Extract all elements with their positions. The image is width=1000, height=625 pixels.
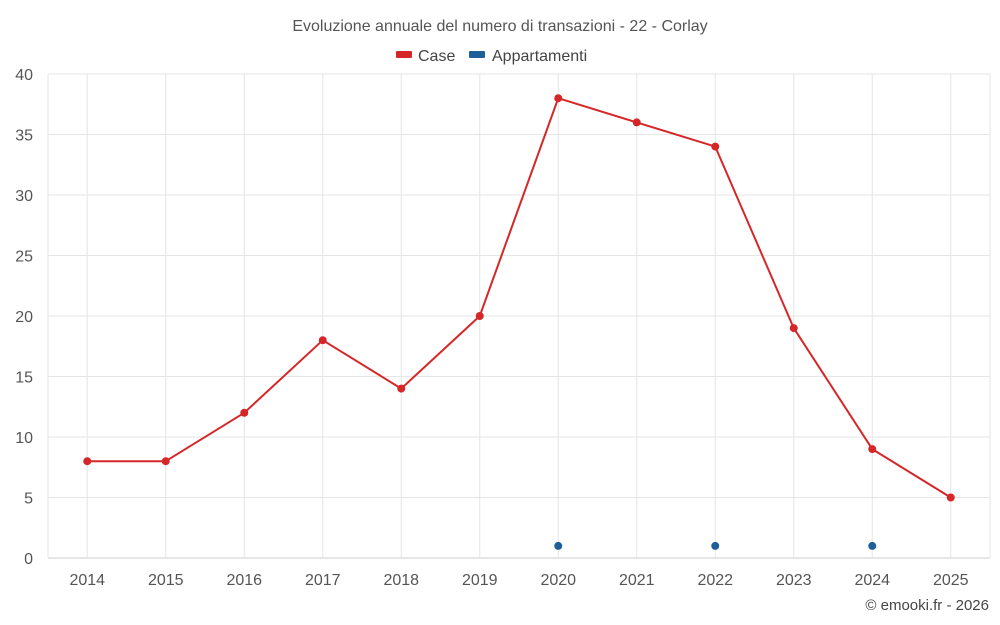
- x-tick-label-2025: 2025: [933, 572, 969, 589]
- legend: Case Appartamenti: [396, 48, 587, 65]
- point-case-2025[interactable]: [946, 493, 955, 502]
- y-tick-label-40: 40: [15, 67, 33, 84]
- legend-swatch-appartamenti: [469, 51, 485, 58]
- y-tick-label-0: 0: [24, 551, 33, 568]
- point-case-2022[interactable]: [711, 142, 720, 151]
- chart-title: Evoluzione annuale del numero di transaz…: [292, 18, 707, 35]
- legend-item-appartamenti[interactable]: Appartamenti: [469, 48, 587, 65]
- point-case-2020[interactable]: [554, 94, 563, 103]
- y-tick-label-30: 30: [15, 188, 33, 205]
- x-tick-label-2023: 2023: [776, 572, 812, 589]
- x-tick-label-2016: 2016: [226, 572, 262, 589]
- point-case-2017[interactable]: [318, 336, 327, 345]
- point-case-2014[interactable]: [83, 457, 92, 466]
- gridlines: [47, 73, 991, 559]
- y-tick-label-25: 25: [15, 249, 33, 266]
- point-appartamenti-2022[interactable]: [711, 541, 720, 550]
- x-tick-label-2014: 2014: [69, 572, 105, 589]
- legend-label-appartamenti: Appartamenti: [492, 48, 587, 65]
- y-tick-label-20: 20: [15, 309, 33, 326]
- point-case-2015[interactable]: [161, 457, 170, 466]
- point-case-2019[interactable]: [475, 312, 484, 320]
- x-tick-label-2024: 2024: [854, 572, 890, 589]
- y-axis-ticks: 0 5 10 15 20 25 30 35 40: [15, 67, 33, 568]
- point-appartamenti-2020[interactable]: [554, 541, 563, 550]
- y-tick-label-15: 15: [15, 370, 33, 387]
- x-axis-ticks: 2014 2015 2016 2017 2018 2019 2020 2021 2022 2023…: [69, 572, 968, 589]
- y-tick-label-5: 5: [24, 491, 33, 508]
- x-tick-label-2015: 2015: [148, 572, 184, 589]
- y-tick-label-10: 10: [15, 430, 33, 447]
- point-case-2018[interactable]: [397, 384, 406, 393]
- series-line-case: [87, 97, 952, 499]
- x-tick-label-2021: 2021: [619, 572, 655, 589]
- legend-swatch-case: [396, 51, 412, 58]
- point-case-2023[interactable]: [789, 324, 798, 333]
- point-case-2024[interactable]: [868, 445, 877, 454]
- x-tick-label-2017: 2017: [305, 572, 341, 589]
- point-appartamenti-2024[interactable]: [868, 541, 877, 550]
- credit-text: © emooki.fr - 2026: [865, 597, 989, 614]
- x-tick-label-2020: 2020: [540, 572, 576, 589]
- series-layer: [83, 94, 955, 550]
- legend-item-case[interactable]: Case: [396, 48, 455, 65]
- point-case-2021[interactable]: [632, 118, 641, 127]
- x-tick-label-2022: 2022: [697, 572, 733, 589]
- point-case-2016[interactable]: [240, 408, 249, 417]
- y-tick-label-35: 35: [15, 128, 33, 145]
- x-tick-label-2018: 2018: [383, 572, 419, 589]
- x-tick-label-2019: 2019: [462, 572, 498, 589]
- legend-label-case: Case: [418, 48, 455, 65]
